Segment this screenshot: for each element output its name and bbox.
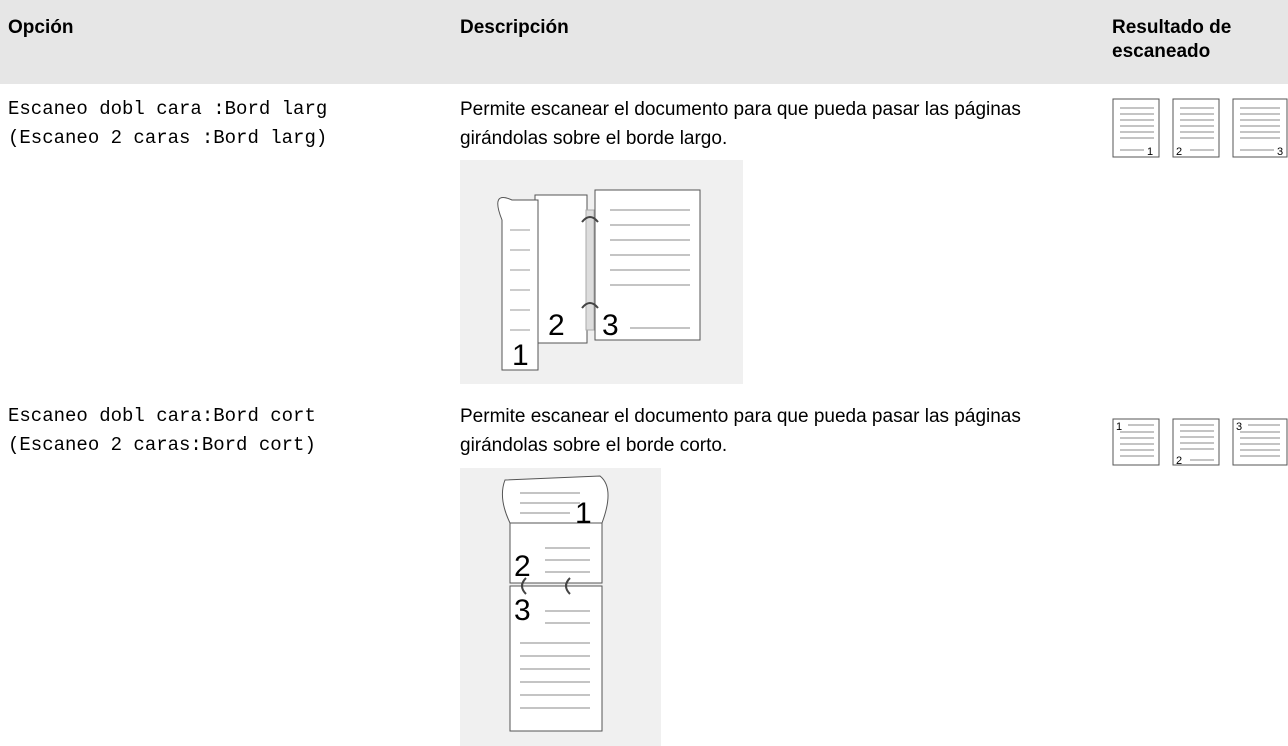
header-cell: Descripción [460, 17, 569, 38]
page-label: 2 [1176, 146, 1182, 158]
page-label: 3 [602, 309, 619, 342]
description: Permite escanear el documento para que p… [460, 406, 1021, 456]
result-thumbnails: 1 2 3 [1112, 98, 1288, 158]
table-header [0, 0, 1288, 84]
illustration: 2 1 3 [460, 160, 743, 384]
option-alt: (Escaneo 2 caras:Bord cort) [8, 434, 316, 456]
page-label: 3 [514, 594, 531, 627]
page-label: 3 [1236, 421, 1242, 433]
page-label: 2 [1176, 455, 1182, 467]
option: Escaneo dobl cara :Bord larg [8, 98, 328, 120]
result-thumbnails: 1 2 3 [1112, 418, 1288, 467]
page-label: 3 [1277, 146, 1283, 158]
page-label: 2 [548, 309, 565, 342]
page-label: 1 [575, 497, 592, 530]
description: Permite escanear el documento para que p… [460, 99, 1021, 149]
option: Escaneo dobl cara:Bord cort [8, 405, 316, 427]
header-cell: Opción [8, 17, 74, 38]
page-label: 1 [1116, 421, 1122, 433]
header-cell: Resultado de escaneado [1112, 17, 1232, 62]
page-label: 1 [1147, 146, 1153, 158]
page-label: 1 [512, 339, 529, 372]
option-alt: (Escaneo 2 caras :Bord larg) [8, 127, 328, 149]
illustration: 1 2 3 [460, 468, 661, 746]
page-label: 2 [514, 550, 531, 583]
